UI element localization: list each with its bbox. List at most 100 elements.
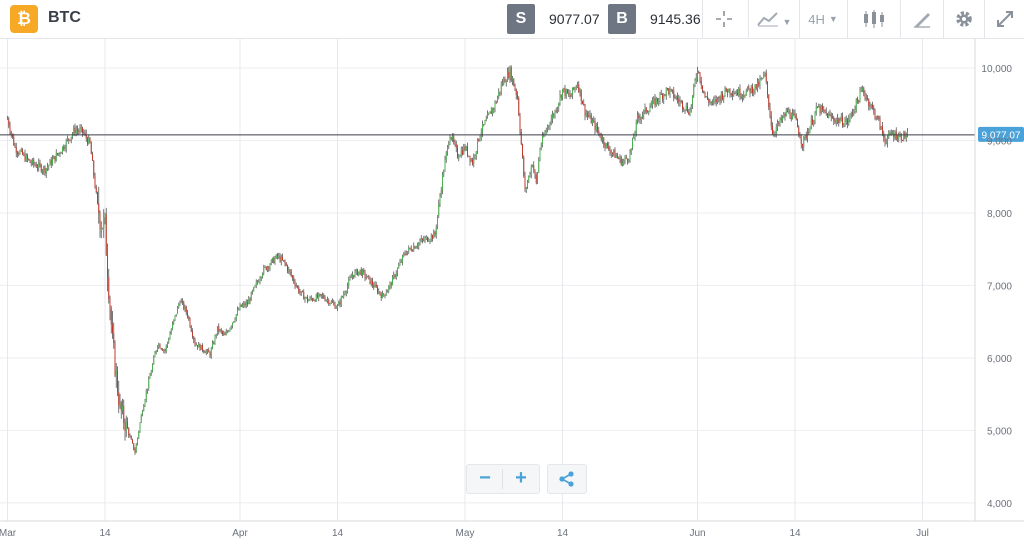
settings-button[interactable] bbox=[943, 0, 984, 38]
candle-body bbox=[695, 77, 697, 81]
candle-body bbox=[504, 78, 506, 83]
candle-body bbox=[73, 127, 75, 134]
candle-body bbox=[283, 260, 285, 262]
candle-body bbox=[110, 309, 112, 325]
candle-body bbox=[167, 342, 168, 346]
candle-body bbox=[302, 291, 303, 293]
interval-selector[interactable]: 4H ▼ bbox=[799, 0, 846, 38]
candle-body bbox=[169, 333, 171, 340]
candle-body bbox=[703, 90, 705, 93]
candle-body bbox=[224, 333, 226, 336]
candle-body bbox=[664, 94, 666, 96]
candle-body bbox=[313, 300, 315, 302]
candle-body bbox=[329, 303, 331, 305]
candle-body bbox=[273, 257, 275, 264]
candle-body bbox=[862, 87, 863, 91]
candle-body bbox=[520, 131, 522, 145]
candle-body bbox=[343, 294, 345, 297]
candle-body bbox=[275, 254, 277, 259]
candle-body bbox=[680, 100, 682, 102]
candle-body bbox=[210, 348, 212, 357]
price-chart[interactable]: 9,077.07 4,000 5,000 6,000 7,000 8,000 9,000 1… bbox=[0, 39, 1024, 546]
crosshair-button[interactable] bbox=[702, 0, 745, 38]
candle-body bbox=[384, 294, 386, 296]
candle-body bbox=[787, 110, 788, 113]
candle-body bbox=[742, 95, 743, 98]
candle-body bbox=[552, 114, 553, 120]
candle-body bbox=[190, 326, 192, 332]
chart-type-line-button[interactable]: ▼ bbox=[748, 0, 799, 38]
candle-body bbox=[503, 78, 505, 84]
candle-body bbox=[689, 110, 691, 115]
candle-body bbox=[668, 88, 670, 94]
share-button[interactable] bbox=[550, 465, 584, 493]
candle-body bbox=[647, 112, 648, 114]
candlestick-type-button[interactable] bbox=[847, 0, 900, 38]
sell-tag: S bbox=[507, 4, 535, 34]
candle-body bbox=[394, 274, 396, 278]
candle-body bbox=[645, 107, 647, 113]
candle-body bbox=[829, 113, 831, 115]
candle-body bbox=[85, 133, 87, 139]
candle-body bbox=[423, 239, 425, 241]
candle-body bbox=[27, 155, 28, 159]
candle-body bbox=[572, 87, 573, 96]
candle-body bbox=[7, 118, 8, 120]
candle-body bbox=[739, 88, 741, 97]
candle-body bbox=[128, 428, 130, 436]
buy-price-box[interactable]: B 9145.36 bbox=[608, 4, 701, 34]
candle-body bbox=[730, 93, 732, 95]
candle-body bbox=[324, 298, 326, 301]
drawing-tools-button[interactable] bbox=[900, 0, 943, 38]
candle-body bbox=[429, 239, 431, 242]
candle-body bbox=[267, 266, 268, 270]
candle-body bbox=[315, 294, 317, 302]
candle-body bbox=[820, 106, 822, 113]
candle-body bbox=[69, 139, 71, 141]
share-control bbox=[547, 464, 587, 494]
candle-body bbox=[372, 280, 373, 286]
candlestick-chart[interactable]: 9,077.07 4,000 5,000 6,000 7,000 8,000 9,000 1… bbox=[0, 39, 1024, 546]
candle-body bbox=[269, 264, 271, 269]
zoom-out-button[interactable]: − bbox=[468, 465, 502, 493]
candle-body bbox=[459, 155, 461, 158]
candle-body bbox=[502, 83, 503, 85]
candle-body bbox=[705, 96, 707, 98]
zoom-in-button[interactable]: + bbox=[504, 465, 538, 493]
candle-body bbox=[137, 437, 138, 445]
candle-body bbox=[583, 104, 585, 106]
candle-body bbox=[537, 172, 538, 183]
candle-body bbox=[53, 156, 55, 160]
candle-body bbox=[529, 174, 531, 176]
candle-body bbox=[253, 287, 255, 291]
candle-body bbox=[170, 329, 172, 334]
candle-body bbox=[555, 110, 557, 112]
candle-body bbox=[598, 130, 600, 133]
candle-body bbox=[628, 160, 630, 162]
candle-body bbox=[84, 133, 86, 135]
candle-body bbox=[402, 255, 403, 262]
candle-body bbox=[602, 137, 603, 140]
fullscreen-button[interactable] bbox=[984, 0, 1024, 38]
candle-body bbox=[223, 333, 225, 335]
candle-body bbox=[400, 261, 402, 263]
candle-body bbox=[714, 99, 716, 101]
candle-body bbox=[650, 105, 652, 108]
candle-body bbox=[189, 318, 191, 327]
candle-body bbox=[232, 322, 233, 327]
bitcoin-icon: ₿ bbox=[10, 5, 38, 33]
candle-body bbox=[743, 95, 745, 97]
candle-body bbox=[784, 113, 786, 117]
candle-body bbox=[247, 302, 248, 305]
candle-body bbox=[557, 107, 558, 112]
candle-body bbox=[803, 137, 805, 148]
sell-price-box[interactable]: S 9077.07 bbox=[507, 4, 603, 34]
candle-body bbox=[870, 104, 872, 107]
candle-body bbox=[517, 94, 518, 98]
candle-body bbox=[637, 115, 638, 121]
candle-body bbox=[415, 246, 417, 249]
candle-body bbox=[23, 153, 25, 155]
candle-body bbox=[453, 136, 455, 142]
candle-body bbox=[468, 155, 470, 157]
candle-body bbox=[160, 348, 162, 350]
